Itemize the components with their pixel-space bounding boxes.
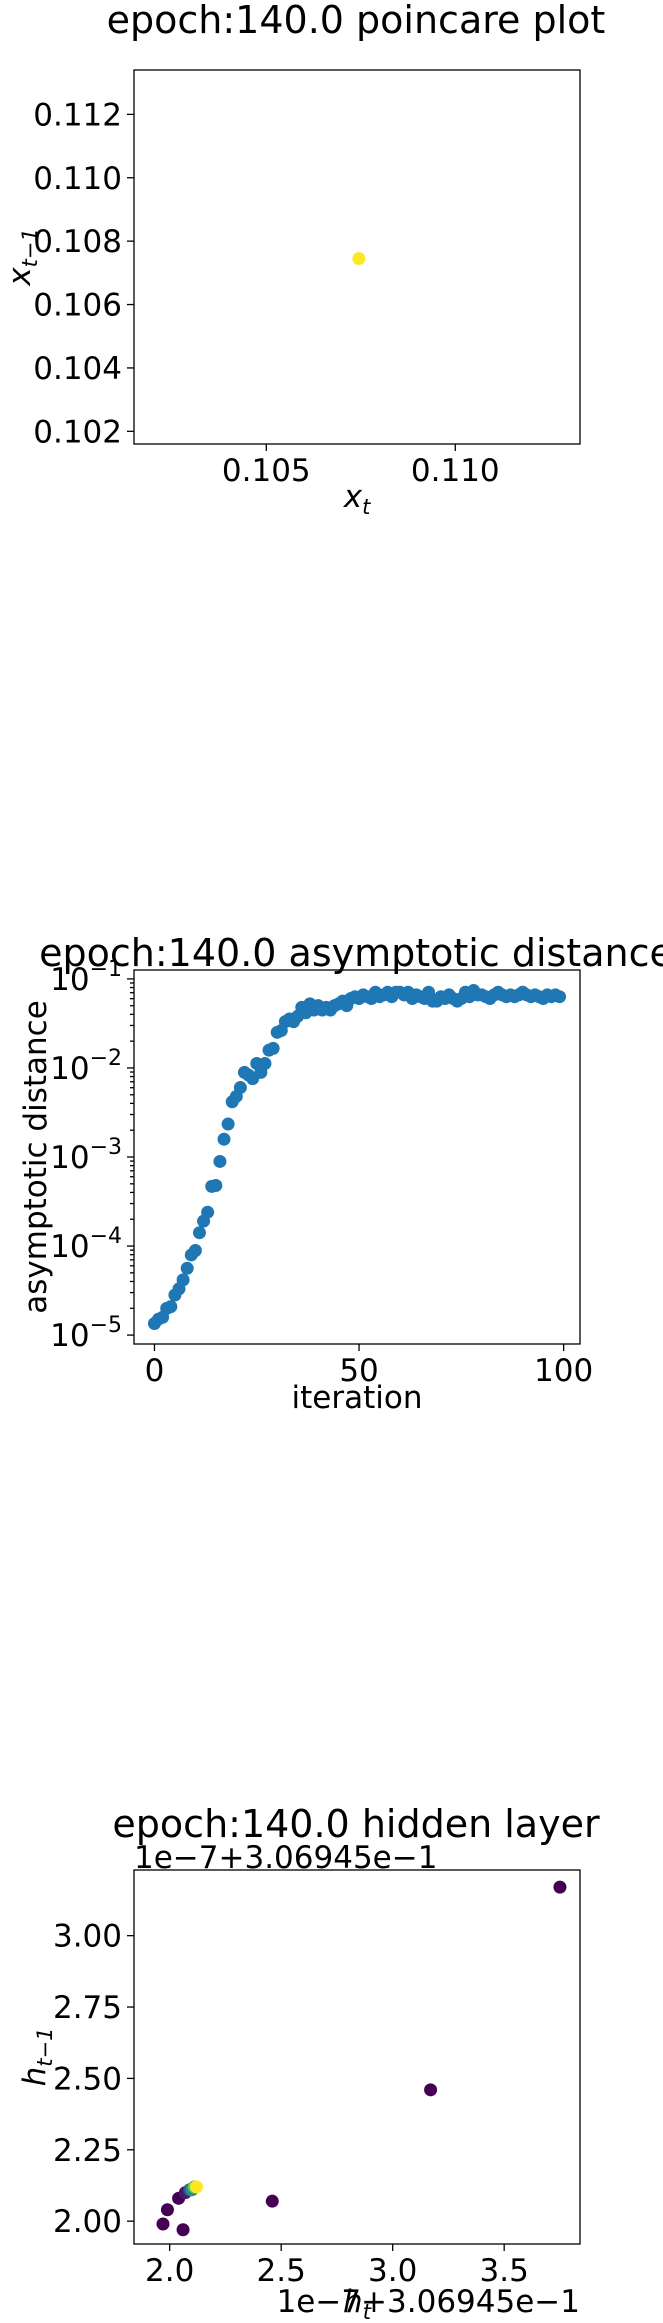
hidden-layer-chart: epoch:140.0 hidden layer 1e−7+3.06945e−1…: [17, 1802, 600, 2323]
asymptotic-distance-point: [201, 1205, 215, 1219]
hidden-layer-xtick-label: 2.0: [145, 2253, 194, 2289]
asymptotic-distance-point: [258, 1057, 272, 1070]
asymptotic-distance-point: [217, 1132, 231, 1146]
hidden-layer-ytick-label: 2.50: [53, 2061, 122, 2097]
asymptotic-distance-xtick-label: 100: [534, 1353, 593, 1389]
poincare-plot-ytick-label: 0.102: [33, 414, 122, 450]
asymptotic-distance-axes-frame: [133, 969, 581, 1345]
asymptotic-distance-point: [188, 1244, 202, 1257]
poincare-plot-xlabel: xt: [343, 479, 371, 519]
asymptotic-distance-title: epoch:140.0 asymptotic distance: [39, 931, 663, 975]
asymptotic-distance-ytick-label: 10−4: [50, 1224, 122, 1265]
asymptotic-distance-point: [213, 1154, 227, 1168]
poincare-plot-ytick-label: 0.110: [33, 161, 122, 197]
asymptotic-distance-point: [209, 1178, 223, 1192]
asymptotic-distance-ylabel: asymptotic distance: [18, 1000, 54, 1314]
hidden-layer-ytick-label: 3.00: [53, 1919, 122, 1955]
poincare-plot-xtick-label: 0.110: [411, 453, 500, 489]
hidden-layer-title: epoch:140.0 hidden layer: [112, 1802, 600, 1846]
poincare-data-point: [352, 252, 366, 266]
asymptotic-distance-point: [180, 1261, 194, 1275]
asymptotic-distance-point: [164, 1300, 178, 1314]
poincare-plot-ytick-label: 0.104: [33, 351, 122, 387]
poincare-plot-ytick-label: 0.108: [33, 224, 122, 260]
hidden-layer-xtick-label: 3.5: [480, 2253, 529, 2289]
asymptotic-distance-xlabel: iteration: [292, 1380, 423, 1416]
hidden-layer-axes-frame: [133, 1869, 581, 2245]
poincare-plot-chart: epoch:140.0 poincare plot 0.105 0.110 0.1…: [2, 0, 605, 519]
hidden-layer-data-point: [265, 2194, 279, 2208]
asymptotic-distance-ytick-label: 10−2: [50, 1046, 122, 1087]
hidden-layer-data-point: [176, 2223, 190, 2237]
asymptotic-distance-point: [553, 990, 567, 1004]
hidden-layer-xtick-label: 3.0: [368, 2253, 417, 2289]
hidden-layer-xlabel: ht: [343, 2284, 372, 2323]
asymptotic-distance-ytick-label: 10−1: [50, 957, 122, 998]
asymptotic-distance-ytick-label: 10−5: [50, 1313, 122, 1354]
asymptotic-distance-point: [192, 1226, 206, 1240]
hidden-layer-data-point: [160, 2203, 174, 2217]
asymptotic-distance-point: [266, 1041, 280, 1055]
poincare-plot-ylabel: xt−1: [2, 228, 42, 287]
asymptotic-distance-xtick-label: 50: [339, 1353, 378, 1389]
asymptotic-distance-ytick-label: 10−3: [50, 1135, 122, 1176]
poincare-plot-ytick-label: 0.106: [33, 288, 122, 324]
poincare-plot-axes-frame: [133, 69, 581, 445]
poincare-plot-title: epoch:140.0 poincare plot: [107, 0, 606, 42]
hidden-layer-ylabel: ht−1: [17, 2028, 57, 2087]
hidden-layer-ytick-label: 2.25: [53, 2133, 122, 2169]
poincare-plot-ytick-label: 0.112: [33, 97, 122, 133]
asymptotic-distance-point: [221, 1117, 235, 1131]
asymptotic-distance-chart: epoch:140.0 asymptotic distance 0 50 100 1…: [18, 931, 663, 1416]
hidden-layer-ytick-label: 2.00: [53, 2204, 122, 2240]
asymptotic-distance-xtick-label: 0: [145, 1353, 165, 1389]
hidden-layer-xtick-label: 2.5: [257, 2253, 306, 2289]
hidden-layer-data-point: [424, 2083, 438, 2097]
asymptotic-distance-point: [233, 1081, 247, 1095]
poincare-plot-xtick-label: 0.105: [222, 453, 311, 489]
hidden-layer-data-point: [156, 2217, 170, 2231]
hidden-layer-data-point: [189, 2180, 203, 2194]
hidden-layer-x-offset-text: 1e−7+3.06945e−1: [277, 2284, 580, 2320]
hidden-layer-ytick-label: 2.75: [53, 1990, 122, 2026]
asymptotic-distance-point: [176, 1273, 190, 1287]
hidden-layer-data-point: [553, 1880, 567, 1894]
